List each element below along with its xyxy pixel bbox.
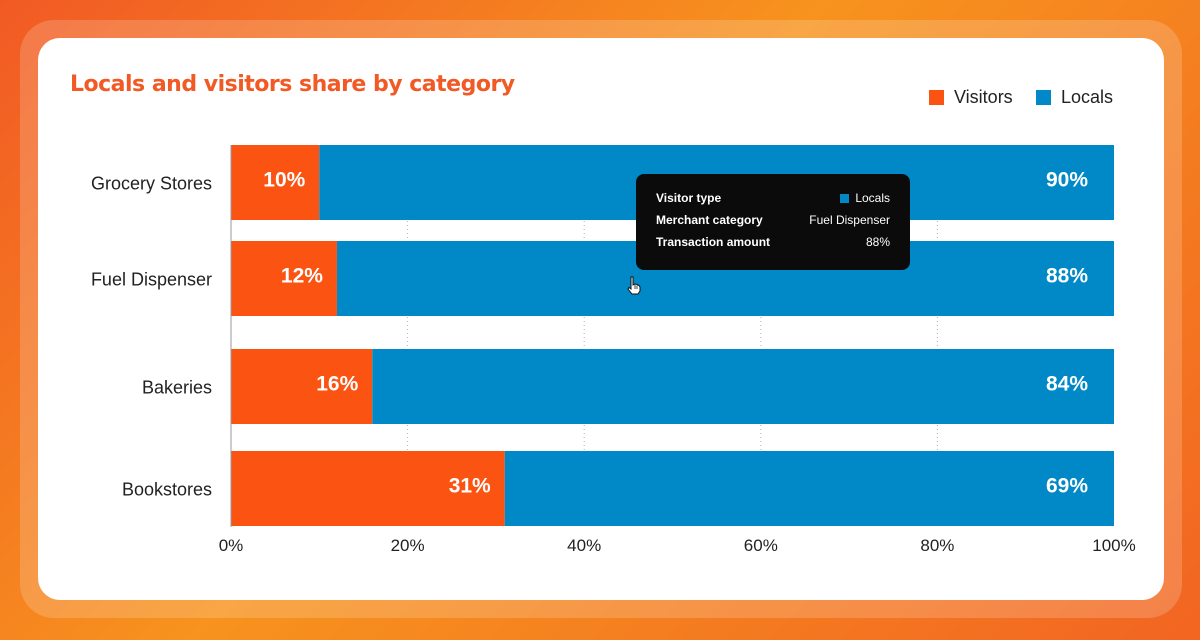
- x-tick-label: 40%: [567, 536, 601, 555]
- data-label-locals: 69%: [1046, 475, 1088, 498]
- x-tick-label: 60%: [744, 536, 778, 555]
- data-label-locals: 90%: [1046, 169, 1088, 192]
- tooltip-key: Merchant category: [656, 213, 763, 227]
- data-label-visitors: 12%: [281, 265, 323, 288]
- tooltip-key: Visitor type: [656, 191, 722, 205]
- data-label-visitors: 31%: [449, 475, 491, 498]
- tooltip-swatch-locals: [840, 193, 850, 203]
- hand-pointer-icon: [627, 276, 641, 295]
- category-label: Grocery Stores: [91, 174, 212, 194]
- x-tick-label: 20%: [391, 536, 425, 555]
- bar-visitors[interactable]: [231, 349, 373, 424]
- data-label-locals: 88%: [1046, 265, 1088, 288]
- x-tick-label: 80%: [920, 536, 954, 555]
- category-label: Bookstores: [122, 480, 212, 500]
- legend-label-locals: Locals: [1061, 86, 1114, 107]
- legend-swatch-visitors: [929, 89, 944, 105]
- legend-item-visitors[interactable]: Visitors: [929, 86, 1013, 108]
- data-label-locals: 84%: [1046, 373, 1088, 396]
- data-label-visitors: 10%: [263, 169, 305, 192]
- category-label: Bakeries: [142, 378, 212, 398]
- bar-visitors[interactable]: [231, 241, 337, 316]
- bar-visitors[interactable]: [231, 451, 505, 526]
- x-tick-label: 0%: [219, 536, 244, 555]
- tooltip: Visitor type Locals Merchant category Fu…: [636, 174, 910, 270]
- legend-label-visitors: Visitors: [954, 86, 1013, 107]
- chart-title: Locals and visitors share by category: [70, 72, 515, 97]
- tooltip-key: Transaction amount: [656, 235, 771, 249]
- data-label-visitors: 16%: [316, 373, 358, 396]
- legend-item-locals[interactable]: Locals: [1036, 86, 1113, 108]
- bar-visitors[interactable]: [231, 145, 320, 220]
- category-label: Fuel Dispenser: [91, 270, 212, 290]
- tooltip-row-visitor-type: Visitor type Locals: [656, 187, 890, 209]
- legend-swatch-locals: [1036, 89, 1051, 105]
- tooltip-row-merchant-category: Merchant category Fuel Dispenser: [656, 209, 890, 231]
- tooltip-row-transaction-amount: Transaction amount 88%: [656, 231, 890, 253]
- bar-locals[interactable]: [372, 349, 1114, 424]
- tooltip-value: 88%: [865, 235, 890, 249]
- tooltip-value: Fuel Dispenser: [809, 213, 890, 227]
- tooltip-value: Locals: [855, 191, 890, 205]
- x-tick-label: 100%: [1092, 536, 1135, 555]
- bar-locals[interactable]: [504, 451, 1115, 526]
- tooltip-value-wrap: Locals: [840, 191, 890, 205]
